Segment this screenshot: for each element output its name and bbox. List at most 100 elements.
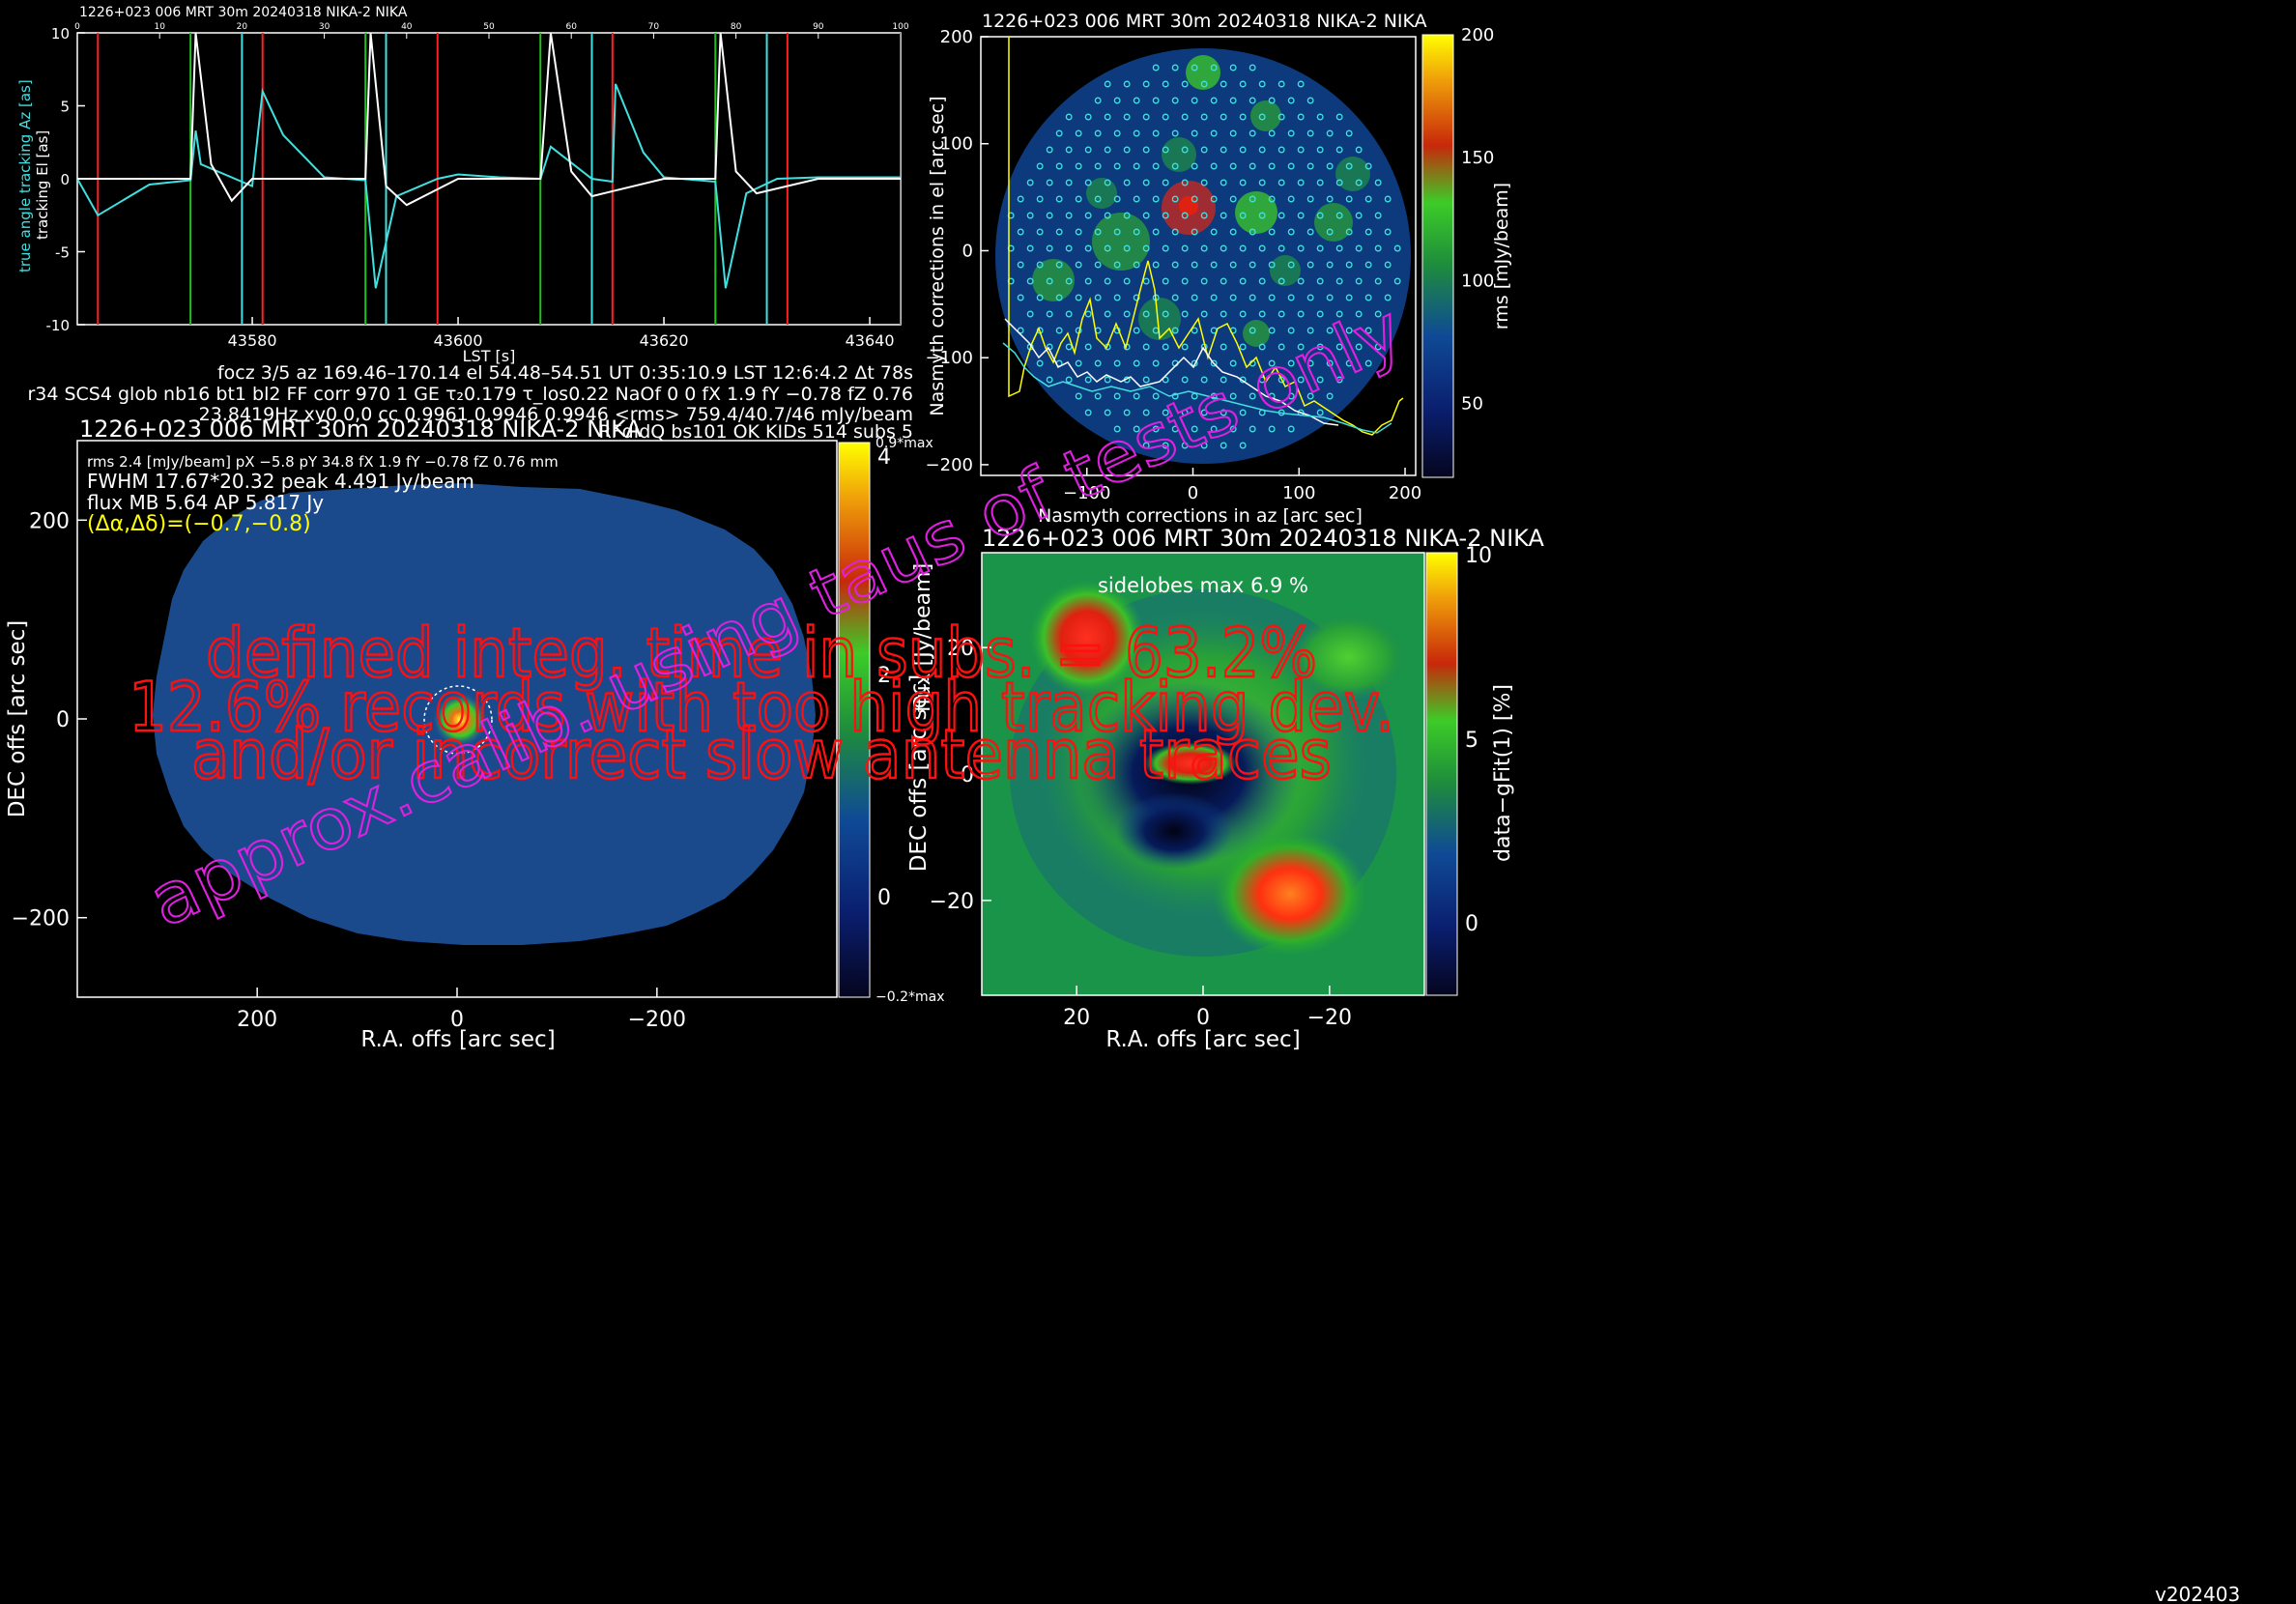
nasmyth-sample-point	[1152, 162, 1160, 170]
nasmyth-sample-point	[1171, 294, 1179, 301]
nasmyth-sample-point	[1191, 261, 1198, 269]
nasmyth-sample-point	[1297, 146, 1305, 154]
nasmyth-sample-point	[1268, 425, 1276, 433]
nasmyth-sample-point	[1268, 97, 1276, 104]
map-colorbar	[838, 442, 871, 998]
nasmyth-sample-point	[1123, 310, 1131, 318]
nasmyth-sample-point	[1335, 113, 1343, 121]
sidelobe-annotation: sidelobes max 6.9 %	[1098, 574, 1308, 597]
nasmyth-sample-point	[1142, 179, 1150, 186]
nasmyth-sample-point	[1229, 97, 1237, 104]
nasmyth-sample-point	[1075, 359, 1082, 367]
nasmyth-sample-point	[1065, 277, 1073, 285]
nasmyth-sample-point	[1268, 261, 1276, 269]
nasmyth-sample-point	[1258, 146, 1266, 154]
nasmyth-sample-point	[1277, 376, 1285, 384]
nasmyth-sample-point	[1229, 261, 1237, 269]
nasmyth-sample-point	[1297, 310, 1305, 318]
sidelobe-ytick-label: 0	[961, 763, 974, 788]
map-cbar-label: flux [Jy/beam]	[911, 563, 935, 712]
nasmyth-sample-point	[1075, 294, 1082, 301]
nasmyth-cbar-label: rms [mJy/beam]	[1491, 183, 1512, 329]
nasmyth-sample-point	[1142, 310, 1150, 318]
nasmyth-sample-point	[1335, 244, 1343, 252]
nasmyth-sample-point	[1297, 343, 1305, 351]
nasmyth-sample-point	[1384, 195, 1392, 203]
nasmyth-sample-point	[1181, 212, 1189, 219]
map-xtick-label: 0	[450, 1008, 464, 1032]
info-line-3: 23.8419Hz xy0 0,0 cc 0.9961 0.9946 0.994…	[199, 404, 913, 425]
nasmyth-sample-point	[1162, 146, 1169, 154]
nasmyth-sample-point	[1268, 228, 1276, 236]
nasmyth-sample-point	[1113, 228, 1121, 236]
nasmyth-sample-point	[1268, 162, 1276, 170]
nasmyth-sample-point	[1171, 64, 1179, 72]
nasmyth-sample-point	[1084, 343, 1092, 351]
nasmyth-sample-point	[1248, 64, 1256, 72]
nasmyth-sample-point	[1210, 195, 1218, 203]
nasmyth-ytick-label: 200	[940, 27, 973, 47]
nasmyth-sample-point	[1036, 294, 1044, 301]
sidelobe-x-axis: 20 0 −20	[1063, 986, 1352, 1030]
nasmyth-sample-point	[1210, 64, 1218, 72]
nasmyth-sample-point	[1277, 113, 1285, 121]
tracking-top-tick-label: 10	[154, 22, 165, 32]
nasmyth-sample-point	[1152, 64, 1160, 72]
nasmyth-sample-point	[1326, 294, 1334, 301]
nasmyth-sample-point	[1094, 359, 1102, 367]
nasmyth-sample-point	[1181, 376, 1189, 384]
nasmyth-sample-point	[1229, 129, 1237, 137]
nasmyth-sample-point	[1364, 228, 1372, 236]
nasmyth-sample-point	[1104, 409, 1111, 416]
nasmyth-sample-point	[1065, 310, 1073, 318]
nasmyth-sample-point	[1075, 228, 1082, 236]
nasmyth-sample-point	[1220, 409, 1227, 416]
nasmyth-sample-point	[1355, 343, 1363, 351]
nasmyth-sample-point	[1326, 392, 1334, 400]
nasmyth-sample-point	[1046, 179, 1053, 186]
nasmyth-sample-point	[1017, 294, 1024, 301]
nasmyth-rms-blobs	[1032, 55, 1370, 347]
nasmyth-sample-point	[1200, 409, 1208, 416]
nasmyth-sample-point	[1162, 409, 1169, 416]
nasmyth-sample-point	[1046, 277, 1053, 285]
nasmyth-sample-point	[1104, 277, 1111, 285]
sidelobe-red-center	[1144, 742, 1237, 785]
map-info-3: flux MB 5.64 AP 5.817 Jy	[87, 491, 324, 514]
sidelobe-dark-lower	[1116, 792, 1232, 870]
nasmyth-sample-point	[1229, 162, 1237, 170]
nasmyth-sample-point	[1152, 261, 1160, 269]
nasmyth-sample-point	[1210, 359, 1218, 367]
nasmyth-sample-point	[1191, 294, 1198, 301]
nasmyth-sample-point	[1258, 113, 1266, 121]
nasmyth-sample-point	[1287, 294, 1295, 301]
nasmyth-sample-point	[1335, 376, 1343, 384]
nasmyth-sample-point	[1258, 179, 1266, 186]
nasmyth-sample-point	[1229, 392, 1237, 400]
nasmyth-sample-point	[1046, 146, 1053, 154]
nasmyth-sample-point	[1297, 80, 1305, 88]
nasmyth-sample-point	[1113, 359, 1121, 367]
nasmyth-sample-point	[1104, 310, 1111, 318]
nasmyth-sample-point	[1268, 195, 1276, 203]
nasmyth-rms-patch	[1250, 100, 1281, 131]
nasmyth-sample-point	[1374, 244, 1382, 252]
nasmyth-sample-point	[1326, 195, 1334, 203]
nasmyth-sample-point	[1026, 212, 1034, 219]
nasmyth-sample-point	[1133, 425, 1140, 433]
nasmyth-sample-point	[1171, 228, 1179, 236]
nasmyth-sample-point	[1345, 294, 1353, 301]
nasmyth-sample-point	[1287, 228, 1295, 236]
version-label: v202403	[2155, 1583, 2240, 1604]
nasmyth-sample-point	[1113, 392, 1121, 400]
nasmyth-sample-point	[1306, 97, 1314, 104]
nasmyth-sample-point	[1287, 195, 1295, 203]
nasmyth-sample-point	[1181, 113, 1189, 121]
nasmyth-sample-point	[1152, 425, 1160, 433]
tracking-xtick-label: 43580	[228, 331, 277, 350]
sidelobe-ytick-label: −20	[930, 890, 974, 914]
nasmyth-sample-point	[1355, 244, 1363, 252]
nasmyth-panel: 1226+023 006 MRT 30m 20240318 NIKA-2 NIK…	[926, 11, 1512, 527]
nasmyth-sample-point	[1210, 425, 1218, 433]
nasmyth-sample-point	[1133, 294, 1140, 301]
